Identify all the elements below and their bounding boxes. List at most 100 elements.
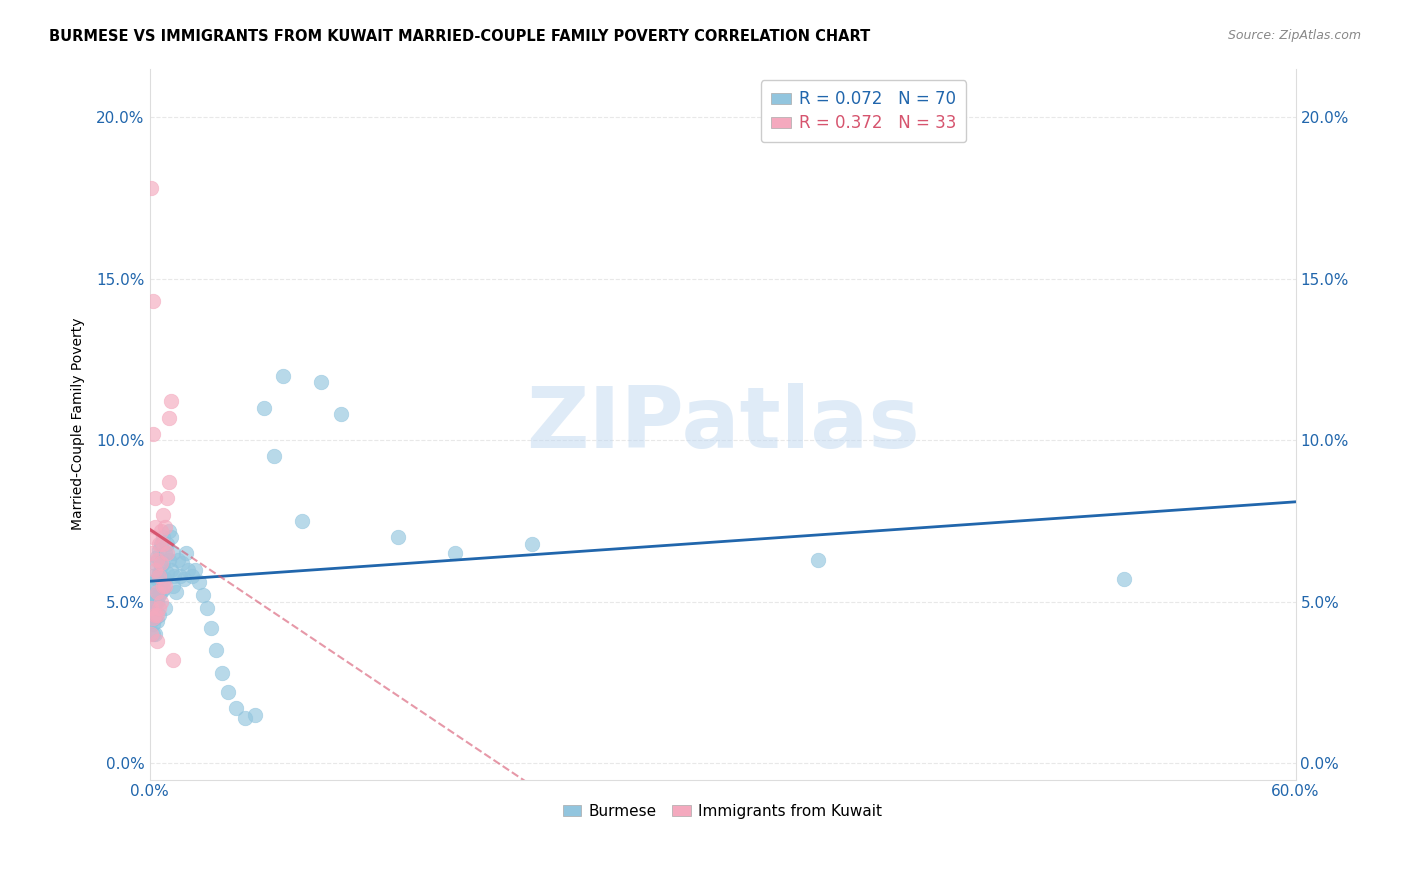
Text: ZIPatlas: ZIPatlas [526, 383, 920, 466]
Point [141, 627, 163, 641]
Point [152, 508, 174, 522]
Point [146, 607, 169, 622]
Point [143, 627, 166, 641]
Point [156, 536, 179, 550]
Point [233, 711, 256, 725]
Point [143, 562, 166, 576]
Point [150, 556, 173, 570]
Point [148, 536, 170, 550]
Point [146, 614, 169, 628]
Point [162, 579, 184, 593]
Point [174, 546, 197, 560]
Point [150, 524, 173, 538]
Point [157, 524, 180, 538]
Point [150, 536, 173, 550]
Point [243, 708, 266, 723]
Point [165, 585, 187, 599]
Point [146, 572, 169, 586]
Point [146, 633, 169, 648]
Point [253, 401, 276, 415]
Point [180, 569, 202, 583]
Point [291, 514, 314, 528]
Point [143, 595, 166, 609]
Point [143, 607, 166, 622]
Point [141, 546, 163, 560]
Point [329, 408, 352, 422]
Point [211, 665, 233, 680]
Point [148, 607, 170, 622]
Point [146, 585, 169, 599]
Legend: Burmese, Immigrants from Kuwait: Burmese, Immigrants from Kuwait [557, 798, 889, 825]
Point [152, 579, 174, 593]
Point [141, 588, 163, 602]
Point [157, 410, 180, 425]
Point [205, 643, 228, 657]
Point [152, 530, 174, 544]
Point [141, 614, 163, 628]
Point [143, 491, 166, 506]
Point [162, 546, 184, 560]
Text: Source: ZipAtlas.com: Source: ZipAtlas.com [1227, 29, 1361, 42]
Point [159, 562, 181, 576]
Point [159, 530, 181, 544]
Point [191, 588, 214, 602]
Point [217, 685, 239, 699]
Point [156, 491, 179, 506]
Point [184, 562, 207, 576]
Point [444, 546, 467, 560]
Point [143, 575, 166, 590]
Point [225, 701, 247, 715]
Point [153, 572, 176, 586]
Point [807, 553, 830, 567]
Point [163, 569, 186, 583]
Point [387, 530, 409, 544]
Point [142, 294, 165, 309]
Point [271, 368, 294, 383]
Point [141, 579, 163, 593]
Point [195, 601, 218, 615]
Point [143, 556, 166, 570]
Point [157, 553, 180, 567]
Point [146, 595, 169, 609]
Point [150, 559, 173, 574]
Point [148, 588, 170, 602]
Point [170, 556, 193, 570]
Point [159, 394, 181, 409]
Point [142, 611, 165, 625]
Point [153, 579, 176, 593]
Point [142, 627, 165, 641]
Point [152, 582, 174, 596]
Point [167, 553, 190, 567]
Point [153, 601, 176, 615]
Point [157, 475, 180, 490]
Point [148, 569, 170, 583]
Text: BURMESE VS IMMIGRANTS FROM KUWAIT MARRIED-COUPLE FAMILY POVERTY CORRELATION CHAR: BURMESE VS IMMIGRANTS FROM KUWAIT MARRIE… [49, 29, 870, 44]
Point [173, 572, 195, 586]
Point [150, 585, 173, 599]
Point [142, 605, 165, 619]
Point [143, 520, 166, 534]
Point [148, 543, 170, 558]
Point [520, 536, 543, 550]
Point [141, 601, 163, 615]
Point [200, 621, 222, 635]
Point [142, 617, 165, 632]
Point [142, 569, 165, 583]
Point [177, 562, 200, 576]
Point [142, 426, 165, 441]
Point [153, 520, 176, 534]
Point [146, 549, 169, 564]
Point [141, 181, 163, 195]
Point [150, 595, 173, 609]
Point [156, 566, 179, 580]
Point [153, 546, 176, 560]
Point [169, 569, 191, 583]
Point [156, 546, 179, 560]
Point [146, 553, 169, 567]
Y-axis label: Married-Couple Family Poverty: Married-Couple Family Poverty [72, 318, 86, 531]
Point [1112, 572, 1135, 586]
Point [148, 566, 170, 580]
Point [142, 530, 165, 544]
Point [152, 536, 174, 550]
Point [141, 601, 163, 615]
